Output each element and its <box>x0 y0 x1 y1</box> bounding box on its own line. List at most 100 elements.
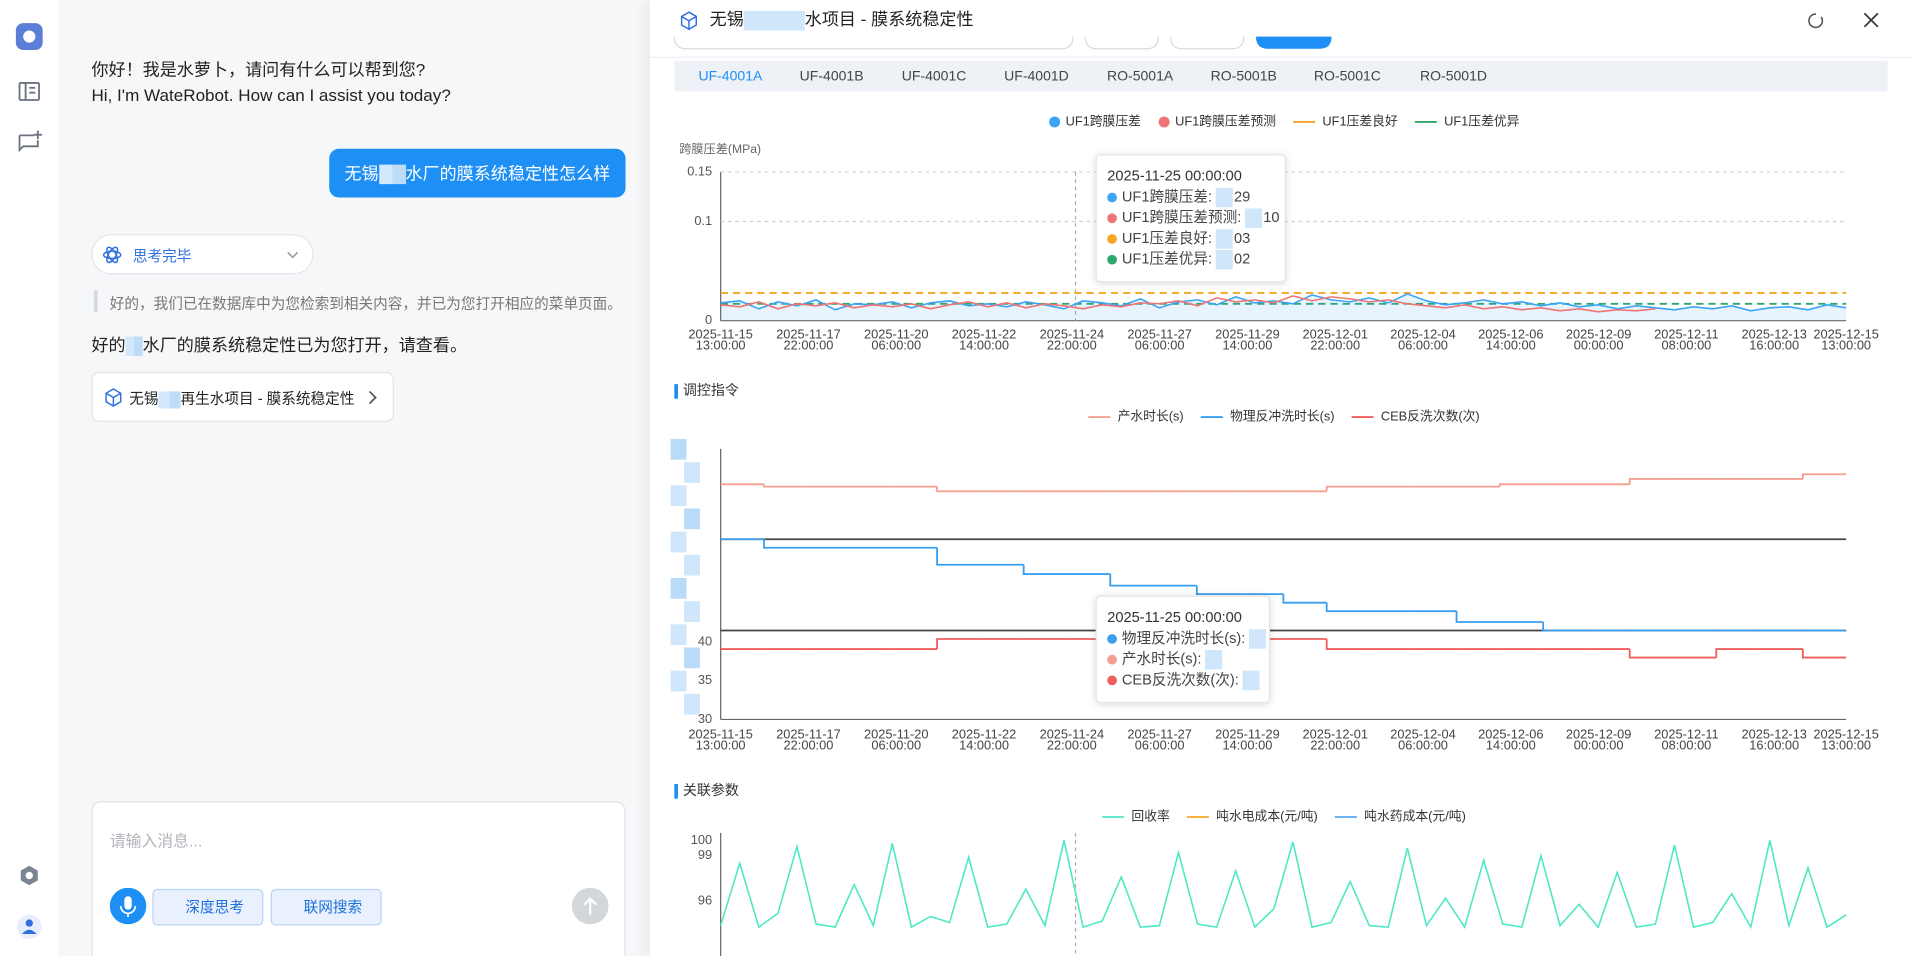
x-tick-time: 13:00:00 <box>696 738 746 753</box>
web-search-button[interactable]: 联网搜索 <box>270 888 382 926</box>
redaction <box>1244 208 1263 229</box>
legend-item[interactable]: 物理反冲洗时长(s) <box>1200 408 1335 423</box>
x-tick-label: 2025-12-13 16:00:00 <box>1741 327 1806 353</box>
legend-item[interactable]: 吨水药成本(元/吨) <box>1334 808 1466 823</box>
settings-icon[interactable] <box>20 865 38 886</box>
x-tick-time: 14:00:00 <box>1223 338 1273 353</box>
x-tick-date: 2025-11-24 <box>1040 327 1105 342</box>
toolbar <box>673 36 1332 50</box>
x-tick-date: 2025-11-20 <box>864 727 929 742</box>
legend-item[interactable]: 回收率 <box>1102 808 1170 823</box>
y-tick-label: 96 <box>698 893 712 908</box>
x-tick-label: 2025-12-11 08:00:00 <box>1654 727 1719 753</box>
detail-panel: 无锡 水项目 - 膜系统稳定性 UF-4001A UF-4001B UF-4001C… <box>649 0 1912 956</box>
send-button[interactable] <box>571 887 609 925</box>
close-button[interactable] <box>1863 12 1879 28</box>
retrieval-note: 好的，我们已在数据库中为您检索到相关内容，并已为您打开相应的菜单页面。 <box>109 295 622 313</box>
legend-label: UF1压差优异 <box>1444 113 1520 128</box>
panel-content: 无锡 水项目 - 膜系统稳定性 UF-4001A UF-4001B UF-4001C… <box>649 10 1912 956</box>
search-box[interactable] <box>673 36 1074 50</box>
x-tick-time: 00:00:00 <box>1574 738 1624 753</box>
legend-item[interactable]: 吨水电成本(元/吨) <box>1186 808 1318 823</box>
x-tick-label: 2025-11-29 14:00:00 <box>1215 727 1280 753</box>
mic-button[interactable] <box>109 887 147 925</box>
thinking-status[interactable]: 思考完毕 <box>91 234 314 275</box>
tab[interactable]: UF-4001A <box>698 68 763 84</box>
redaction <box>125 336 143 357</box>
x-tick-date: 2025-12-01 <box>1302 327 1367 342</box>
redaction <box>670 670 687 692</box>
y-tick-label: 99 <box>698 847 712 862</box>
chat-area: 你好！我是水萝卜，请问有什么可以帮到您? Hi, I'm WateRobot. … <box>58 0 650 956</box>
tab[interactable]: RO-5001C <box>1314 68 1381 84</box>
section-title: 关联参数 <box>683 782 739 798</box>
user-icon[interactable] <box>17 914 42 939</box>
x-tick-date: 2025-11-22 <box>952 727 1017 742</box>
tab[interactable]: RO-5001A <box>1107 68 1174 84</box>
legend-item[interactable]: UF1跨膜压差预测 <box>1158 113 1276 128</box>
step-segment <box>1628 649 1674 659</box>
x-tick-label: 2025-12-09 00:00:00 <box>1566 327 1631 353</box>
legend-item[interactable]: 产水时长(s) <box>1088 408 1184 423</box>
step-segment <box>1325 485 1370 492</box>
reply-text: 水厂的膜系统稳定性已为您打开，请查看。 <box>142 335 468 355</box>
tooltip-dot <box>1107 213 1117 224</box>
x-tick-label: 2025-11-17 22:00:00 <box>776 727 841 753</box>
legend-label: 物理反冲洗时长(s) <box>1230 408 1334 423</box>
tab[interactable]: UF-4001B <box>800 68 864 84</box>
refresh-button[interactable] <box>1808 13 1824 29</box>
greeting-cn: 你好！我是水萝卜，请问有什么可以帮到您? <box>91 59 426 80</box>
step-segment <box>936 486 981 493</box>
toolbar-button[interactable] <box>1084 36 1160 50</box>
new-chat-icon[interactable] <box>18 130 43 153</box>
x-tick-time: 13:00:00 <box>1821 738 1871 753</box>
tab[interactable]: RO-5001D <box>1420 68 1487 84</box>
legend: 产水时长(s) 物理反冲洗时长(s) CEB反洗次数(次) <box>1088 408 1480 423</box>
redaction <box>670 438 687 460</box>
step-segment <box>1628 477 1674 485</box>
x-tick-label: 2025-11-24 22:00:00 <box>1040 727 1105 753</box>
x-tick-time: 14:00:00 <box>1486 338 1536 353</box>
x-tick-time: 06:00:00 <box>871 338 921 353</box>
redaction <box>684 462 700 483</box>
tab[interactable]: RO-5001B <box>1211 68 1277 84</box>
x-tick-time: 14:00:00 <box>959 338 1009 353</box>
tooltip <box>1095 595 1270 703</box>
link-card-part: 再生水项目 - 膜系统稳定性 <box>180 390 355 408</box>
y-tick-label: 30 <box>698 711 712 726</box>
tab[interactable]: UF-4001D <box>1004 68 1069 84</box>
logo[interactable] <box>15 23 43 50</box>
x-tick-time: 16:00:00 <box>1749 338 1799 353</box>
user-message-text: 无锡 <box>344 163 379 183</box>
x-tick-time: 22:00:00 <box>1310 338 1360 353</box>
y-tick-label: 40 <box>698 633 712 648</box>
legend-item[interactable]: CEB反洗次数(次) <box>1351 408 1480 423</box>
history-icon[interactable] <box>18 82 40 101</box>
quote-bar <box>93 290 98 313</box>
x-tick-date: 2025-11-17 <box>776 327 841 342</box>
panel-title: 水项目 - 膜系统稳定性 <box>805 10 974 29</box>
x-tick-date: 2025-12-04 <box>1390 727 1455 742</box>
legend-item[interactable]: UF1压差良好 <box>1293 113 1398 128</box>
user-message-text: 水厂的膜系统稳定性怎么样 <box>405 163 611 183</box>
x-tick-date: 2025-12-11 <box>1654 727 1719 742</box>
tab[interactable]: UF-4001C <box>902 68 967 84</box>
message-input[interactable]: 请输入消息... 深度思考 联网搜索 <box>91 801 626 956</box>
user-message: 无锡 水厂的膜系统稳定性怎么样 <box>329 148 626 198</box>
redaction <box>684 647 700 669</box>
toolbar-button[interactable] <box>1255 36 1332 49</box>
redaction <box>1242 670 1260 691</box>
x-tick-time: 14:00:00 <box>959 738 1009 753</box>
y-tick-label: 35 <box>698 672 712 687</box>
deep-think-button[interactable]: 深度思考 <box>152 888 264 926</box>
link-card[interactable]: 无锡 再生水项目 - 膜系统稳定性 <box>91 371 394 422</box>
legend-item[interactable]: UF1压差优异 <box>1414 113 1520 128</box>
redaction <box>1248 629 1267 649</box>
legend-item[interactable]: UF1跨膜压差 <box>1049 113 1141 128</box>
x-tick-time: 00:00:00 <box>1574 338 1624 353</box>
button-label: 深度思考 <box>185 898 244 916</box>
redaction <box>670 531 687 553</box>
cube-icon <box>105 388 122 407</box>
toolbar-button[interactable] <box>1170 36 1245 50</box>
redaction <box>684 601 700 622</box>
